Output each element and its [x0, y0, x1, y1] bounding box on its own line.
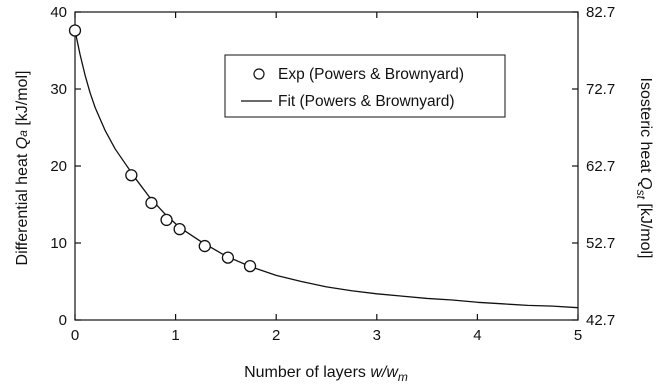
- exp-data-point: [145, 196, 158, 210]
- exp-data-point: [68, 24, 82, 37]
- x-axis-label-var: w/w: [370, 364, 399, 381]
- x-axis-label-prefix: Number of layers: [244, 364, 370, 381]
- y-tick-label: 20: [50, 158, 67, 175]
- y2-axis-label-var: Q: [637, 177, 654, 189]
- x-axis-ticks: 0 1 2 3 4 5: [71, 12, 582, 344]
- x-axis-label: Number of layers w/wm: [244, 364, 408, 384]
- x-tick-label: 2: [272, 327, 280, 344]
- y-tick-label: 0: [59, 312, 67, 329]
- x-tick-label: 1: [171, 327, 179, 344]
- y2-axis-label-prefix: Isosteric heat: [637, 78, 654, 178]
- y2-axis-label-sub: st: [634, 190, 648, 200]
- exp-data-point: [221, 251, 235, 264]
- y-tick-label: 10: [50, 235, 67, 252]
- x-tick-label: 4: [473, 327, 481, 344]
- y2-axis-label-suffix: [kJ/mol]: [637, 199, 654, 259]
- y-axis-label-var: Q: [14, 137, 31, 149]
- x-tick-label: 0: [71, 327, 79, 344]
- y-axis-label-suffix: [kJ/mol]: [14, 71, 31, 131]
- legend: Exp (Powers & Brownyard) Fit (Powers & B…: [224, 54, 506, 118]
- x-axis-label-sub: m: [398, 370, 408, 384]
- legend-label-fit: Fit (Powers & Brownyard): [278, 93, 455, 110]
- y2-tick-label: 72.7: [586, 81, 615, 98]
- y2-tick-label: 82.7: [586, 4, 615, 21]
- y2-tick-label: 52.7: [586, 235, 615, 252]
- exp-data-point: [173, 222, 186, 236]
- y-axis-label-sub: a: [16, 130, 30, 137]
- y2-axis-ticks: 42.7 52.7 62.7 72.7 82.7: [572, 4, 615, 329]
- y-axis-ticks: 0 10 20 30 40: [50, 4, 81, 329]
- exp-data-point: [160, 213, 173, 227]
- x-tick-label: 5: [574, 327, 582, 344]
- y2-tick-label: 42.7: [586, 312, 615, 329]
- y-tick-label: 30: [50, 81, 67, 98]
- y-axis-label-prefix: Differential heat: [14, 149, 31, 265]
- exp-data-point: [198, 239, 211, 253]
- exp-data-point: [243, 259, 257, 273]
- y2-tick-label: 62.7: [586, 158, 615, 175]
- y-axis-label: Differential heat Qa [kJ/mol]: [14, 71, 31, 266]
- x-tick-label: 3: [373, 327, 381, 344]
- series-layer: [68, 24, 579, 309]
- exp-data-point: [125, 169, 138, 182]
- y2-axis-label: Isosteric heat Qst [kJ/mol]: [634, 78, 654, 259]
- y-tick-label: 40: [50, 4, 67, 21]
- legend-box: [224, 54, 506, 118]
- legend-label-exp: Exp (Powers & Brownyard): [278, 66, 464, 83]
- legend-marker-exp: [253, 68, 265, 80]
